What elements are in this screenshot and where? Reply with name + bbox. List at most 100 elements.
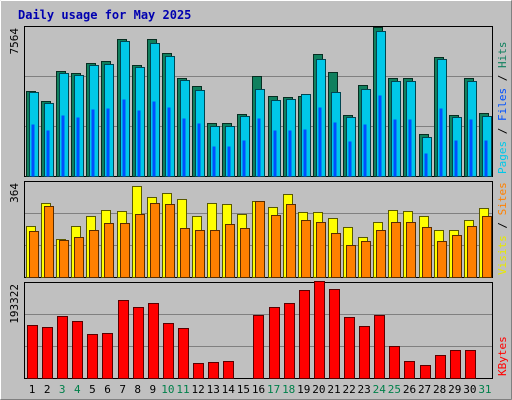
bar-sites-day-28: Sites 28: 135 [437,241,447,278]
bar-files-day-10: Files 10: 3500 [167,107,171,177]
legend-separator: / [496,215,509,235]
bar-files-day-11: Files 11: 2900 [182,118,186,177]
bar-kbytes-day-13: KBytes 13: 33000 [208,362,219,379]
bar-kbytes-day-25: KBytes 25: 65000 [389,346,400,379]
chart-title: Daily usage for May 2025 [18,8,191,22]
bar-files-day-3: Files 3: 3100 [61,115,65,177]
bar-files-day-15: Files 15: 1800 [242,140,246,177]
x-tick-label-day-3: 3 [59,383,66,396]
bar-files-day-4: Files 4: 3000 [76,117,80,177]
bar-files-day-13: Files 13: 1500 [212,146,216,177]
legend-item-hits: Hits [496,42,509,69]
bar-files-day-25: Files 25: 2850 [393,119,397,177]
legend: KBytes [496,336,509,376]
x-tick-label-day-5: 5 [89,383,96,396]
bar-kbytes-day-8: KBytes 8: 142000 [133,307,144,379]
bar-sites-day-5: Sites 5: 180 [89,230,99,278]
bar-sites-day-1: Sites 1: 175 [29,231,39,278]
x-tick-label-day-12: 12 [191,383,204,396]
bar-files-day-6: Files 6: 3450 [106,108,110,177]
x-tick-label-day-23: 23 [358,383,371,396]
bar-files-day-29: Files 29: 1800 [454,140,458,177]
bar-sites-day-8: Sites 8: 240 [135,214,145,278]
bar-files-day-8: Files 8: 3350 [137,110,141,177]
bar-sites-day-23: Sites 23: 135 [361,241,371,278]
bar-files-day-5: Files 5: 3400 [91,109,95,177]
bar-files-day-14: Files 14: 1500 [227,146,231,177]
x-tick-label-day-6: 6 [104,383,111,396]
x-tick-label-day-18: 18 [282,383,295,396]
x-tick-label-day-14: 14 [222,383,236,396]
legend-item-visits: Visits [496,235,509,275]
bar-sites-day-12: Sites 12: 180 [195,230,205,278]
bar-kbytes-day-1: KBytes 1: 107000 [27,325,38,379]
bar-files-day-1: Files 1: 2600 [31,124,35,177]
bar-kbytes-day-4: KBytes 4: 115000 [72,321,83,379]
x-tick-label-day-11: 11 [176,383,189,396]
bar-sites-day-25: Sites 25: 210 [391,222,401,278]
bar-sites-day-7: Sites 7: 205 [120,223,130,278]
x-tick-label-day-4: 4 [74,383,81,396]
bar-kbytes-day-5: KBytes 5: 88000 [87,334,98,379]
x-tick-label-day-10: 10 [161,383,174,396]
bar-kbytes-day-30: KBytes 30: 56000 [465,350,476,379]
bar-sites-day-6: Sites 6: 205 [104,223,114,278]
x-tick-label-day-24: 24 [373,383,387,396]
bar-sites-day-30: Sites 30: 195 [467,226,477,278]
x-tick-label-day-22: 22 [342,383,355,396]
legend-item-sites: Sites [496,182,509,215]
x-tick-label-day-25: 25 [388,383,401,396]
bar-kbytes-day-17: KBytes 17: 142000 [269,307,280,379]
bar-sites-day-15: Sites 15: 185 [240,228,250,278]
bar-sites-day-27: Sites 27: 190 [422,227,432,278]
bar-sites-day-11: Sites 11: 185 [180,228,190,278]
bar-kbytes-day-11: KBytes 11: 100000 [178,328,189,379]
bar-sites-day-2: Sites 2: 270 [44,206,54,278]
x-tick-label-day-2: 2 [44,383,51,396]
bar-files-day-26: Files 26: 2850 [408,119,412,177]
bar-kbytes-day-19: KBytes 19: 177000 [299,290,310,379]
bar-kbytes-day-6: KBytes 6: 91000 [102,333,113,379]
bar-sites-day-31: Sites 31: 230 [482,216,492,278]
bar-kbytes-day-10: KBytes 10: 111000 [163,323,174,379]
legend-separator: / [496,68,509,88]
x-tick-label-day-9: 9 [150,383,157,396]
legend: Visits / Sites [496,182,509,275]
bar-sites-day-22: Sites 22: 120 [346,245,356,278]
bar-files-day-20: Files 20: 3500 [318,107,322,177]
bar-sites-day-14: Sites 14: 200 [225,224,235,278]
bar-kbytes-day-24: KBytes 24: 127000 [374,315,385,379]
x-tick-label-day-16: 16 [252,383,265,396]
bar-sites-day-26: Sites 26: 210 [406,222,416,278]
legend-separator: / [496,121,509,141]
y-max-label: 7564 [8,28,21,55]
bar-files-day-28: Files 28: 3450 [439,108,443,177]
bar-files-day-24: Files 24: 4100 [378,95,382,177]
x-tick-label-day-8: 8 [134,383,141,396]
bar-sites-day-18: Sites 18: 275 [286,204,296,278]
bar-files-day-7: Files 7: 3900 [122,99,126,177]
bar-kbytes-day-20: KBytes 20: 195000 [314,281,325,379]
x-tick-label-day-15: 15 [237,383,250,396]
bar-sites-day-19: Sites 19: 215 [301,220,311,278]
bar-files-day-2: Files 2: 2300 [46,130,50,177]
bar-sites-day-3: Sites 3: 140 [59,240,69,278]
bar-kbytes-day-22: KBytes 22: 123000 [344,317,355,379]
x-tick-label-day-29: 29 [448,383,461,396]
y-max-label: 193322 [8,284,21,324]
bar-files-day-31: Files 31: 1800 [484,140,488,177]
x-tick-label-day-17: 17 [267,383,280,396]
bar-sites-day-9: Sites 9: 280 [150,203,160,278]
bar-kbytes-day-18: KBytes 18: 151000 [284,303,295,379]
legend-item-kbytes: KBytes [496,336,509,376]
y-max-label: 364 [8,183,21,203]
x-tick-label-day-13: 13 [207,383,220,396]
legend: Pages / Files / Hits [496,42,509,175]
bar-files-day-16: Files 16: 2900 [257,118,261,177]
bar-kbytes-day-9: KBytes 9: 151000 [148,303,159,379]
bar-kbytes-day-26: KBytes 26: 35000 [404,361,415,379]
bar-files-day-17: Files 17: 2300 [273,130,277,177]
x-tick-label-day-26: 26 [403,383,416,396]
bar-sites-day-17: Sites 17: 235 [271,215,281,278]
x-tick-label-day-20: 20 [312,383,325,396]
